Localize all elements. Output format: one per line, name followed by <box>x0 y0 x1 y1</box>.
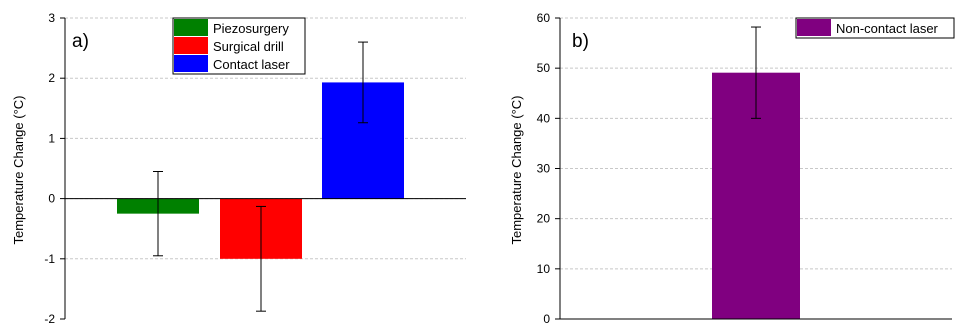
y-tick-label: 3 <box>48 11 55 25</box>
y-tick-label: 40 <box>537 111 551 125</box>
panel-label-b: b) <box>572 31 589 52</box>
y-tick-label: 0 <box>543 312 550 324</box>
y-tick-label: 20 <box>537 212 551 226</box>
legend-entry: Contact laser <box>213 57 290 72</box>
ylabel-b: Temperature Change (°C) <box>509 96 524 245</box>
panel-label-a: a) <box>72 31 89 52</box>
bars-b <box>712 26 800 319</box>
legend-entry: Non-contact laser <box>836 21 939 36</box>
legend-swatch <box>797 19 831 36</box>
legend-entry: Surgical drill <box>213 39 284 54</box>
y-tick-label: -1 <box>44 252 55 266</box>
y-tick-label: 50 <box>537 61 551 75</box>
ylabel-a: Temperature Change (°C) <box>11 96 26 245</box>
legend-entry: Piezosurgery <box>213 21 289 36</box>
y-tick-label: 2 <box>48 71 55 85</box>
y-tick-label: 1 <box>48 131 55 145</box>
y-tick-label: 10 <box>537 262 551 276</box>
axes-a: -2 -1 0 1 2 3 <box>44 11 466 324</box>
legend-swatch <box>174 55 208 72</box>
y-tick-label: 30 <box>537 162 551 176</box>
axes-b: 0 10 20 30 40 50 60 <box>537 11 952 324</box>
bars-a <box>117 41 404 312</box>
legend-b: Non-contact laser <box>795 17 955 39</box>
y-tick-label: 60 <box>537 11 551 25</box>
chart-a: -2 -1 0 1 2 3 a) Temperature Change (°C) Piez… <box>11 11 466 324</box>
y-tick-label: -2 <box>44 312 55 324</box>
legend-box <box>795 17 955 39</box>
y-tick-label: 0 <box>48 192 55 206</box>
legend-a: Piezosurgery Surgical drill Contact laser <box>172 17 306 75</box>
legend-swatch <box>174 19 208 36</box>
chart-b: 0 10 20 30 40 50 60 b) Temperature Change (°C)… <box>509 11 955 324</box>
legend-swatch <box>174 37 208 54</box>
